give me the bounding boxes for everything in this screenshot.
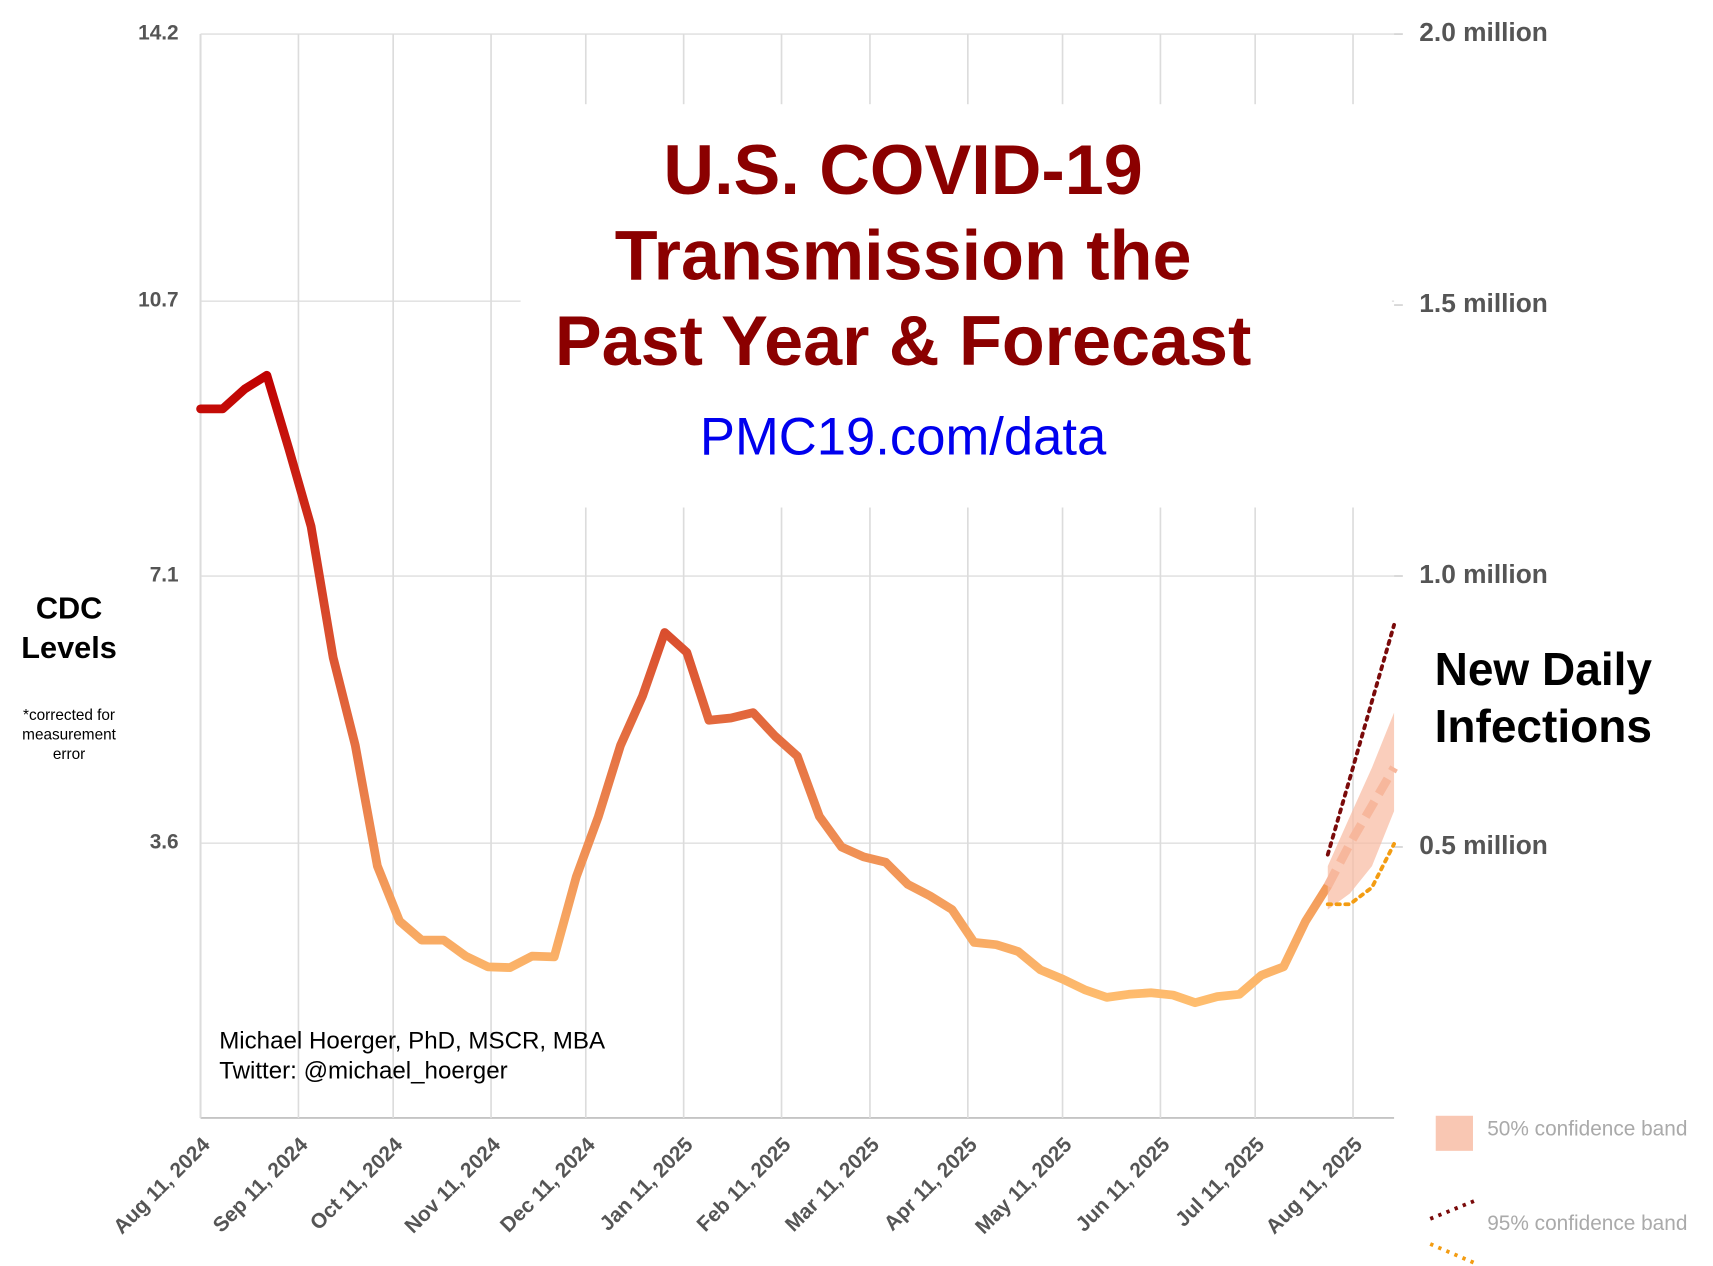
legend-label: 95% confidence band: [1487, 1212, 1687, 1235]
y2-tick-label: 2.0 million: [1419, 17, 1548, 47]
y-tick-label: 10.7: [138, 289, 179, 312]
x-tick-label: Apr 11, 2025: [880, 1133, 982, 1235]
ci95-low: [1325, 842, 1396, 907]
x-tick-label: Sep 11, 2024: [209, 1133, 313, 1237]
y-axis-label: CDC: [36, 591, 102, 626]
chart-title: U.S. COVID-19: [663, 131, 1142, 209]
legend-swatch: [1429, 1242, 1478, 1266]
y-tick-label: 14.2: [138, 22, 179, 45]
y-tick-label: 7.1: [150, 564, 179, 587]
y2-axis-label: Infections: [1435, 700, 1652, 752]
x-tick-label: Jun 11, 2025: [1071, 1133, 1174, 1236]
legend-label: 50% confidence band: [1487, 1118, 1687, 1141]
x-tick-label: Aug 11, 2024: [109, 1133, 215, 1239]
legend-swatch: [1435, 1115, 1473, 1151]
x-tick-label: Oct 11, 2024: [306, 1133, 408, 1235]
x-tick-label: May 11, 2025: [971, 1133, 1076, 1238]
ci95-high: [1325, 622, 1396, 857]
y-axis-note: error: [53, 746, 85, 763]
y2-tick-label: 1.5 million: [1419, 288, 1548, 318]
y-axis-label: Levels: [21, 630, 116, 665]
legend-swatch: [1429, 1198, 1477, 1221]
x-tick-label: Mar 11, 2025: [781, 1133, 884, 1236]
x-tick-label: Dec 11, 2024: [496, 1133, 600, 1237]
series-line: [196, 370, 1333, 1008]
chart-title: Transmission the: [615, 216, 1192, 294]
x-tick-label: Feb 11, 2025: [693, 1133, 796, 1236]
y-tick-label: 3.6: [150, 831, 179, 854]
y2-axis-label: New Daily: [1435, 643, 1653, 695]
credit: Twitter: @michael_hoerger: [219, 1057, 507, 1084]
x-tick-label: Jan 11, 2025: [595, 1133, 697, 1235]
forecast-center: [1323, 765, 1398, 888]
y-axis-note: measurement: [22, 727, 116, 744]
x-tick-label: Aug 11, 2025: [1262, 1133, 1367, 1238]
x-tick-label: Nov 11, 2024: [400, 1133, 505, 1238]
chart-title: Past Year & Forecast: [555, 302, 1251, 380]
subtitle: PMC19.com/data: [700, 408, 1107, 467]
y-axis-note: *corrected for: [23, 707, 115, 724]
x-tick-label: Jul 11, 2025: [1171, 1133, 1269, 1231]
title-backdrop: [520, 104, 1392, 508]
y2-tick-label: 0.5 million: [1419, 830, 1548, 860]
y2-tick-label: 1.0 million: [1419, 559, 1548, 589]
credit: Michael Hoerger, PhD, MSCR, MBA: [219, 1028, 606, 1055]
